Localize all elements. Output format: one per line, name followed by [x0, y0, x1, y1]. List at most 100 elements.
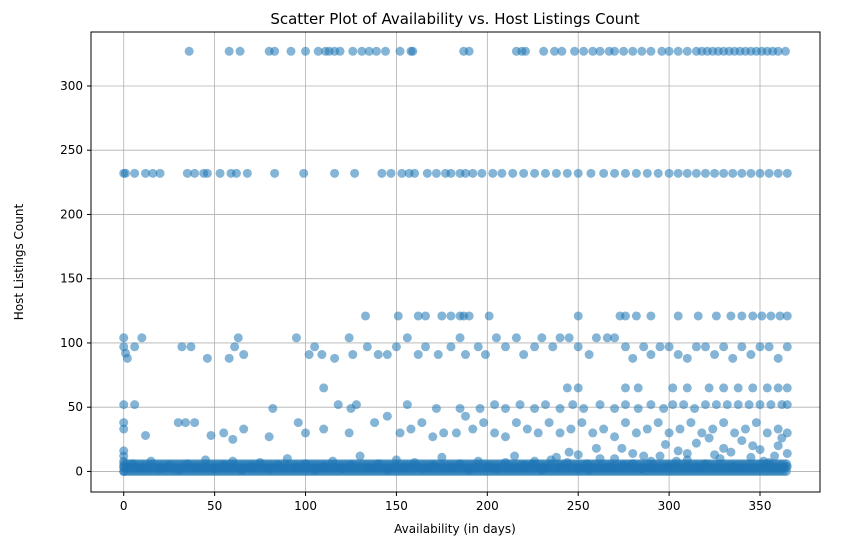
- plot-frame: [90, 31, 821, 493]
- data-point: [270, 46, 280, 56]
- data-point: [577, 418, 587, 428]
- data-point: [773, 424, 783, 434]
- data-point: [522, 424, 532, 434]
- data-point: [773, 46, 783, 56]
- data-point: [562, 383, 572, 393]
- data-point: [764, 342, 774, 352]
- data-point: [668, 383, 678, 393]
- data-point: [301, 459, 311, 469]
- data-point: [446, 463, 456, 473]
- data-point: [357, 46, 367, 56]
- data-point: [664, 342, 674, 352]
- data-point: [773, 168, 783, 178]
- data-point: [782, 311, 792, 321]
- data-point: [397, 168, 407, 178]
- data-point: [255, 457, 265, 467]
- data-point: [219, 428, 229, 438]
- grid-lines: [91, 32, 820, 492]
- data-point: [431, 403, 441, 413]
- data-point: [371, 46, 381, 56]
- data-point: [655, 342, 665, 352]
- data-point: [273, 460, 283, 470]
- data-point: [748, 311, 758, 321]
- y-tick-label: 250: [60, 143, 83, 157]
- data-point: [422, 168, 432, 178]
- data-point: [268, 403, 278, 413]
- data-point: [530, 456, 540, 466]
- data-point: [361, 311, 371, 321]
- data-point: [413, 350, 423, 360]
- data-point: [433, 350, 443, 360]
- data-point: [291, 463, 301, 473]
- data-point: [421, 342, 431, 352]
- data-point: [586, 168, 596, 178]
- data-point: [480, 350, 490, 360]
- data-point: [533, 428, 543, 438]
- data-point: [562, 457, 572, 467]
- data-point: [473, 456, 483, 466]
- data-point: [330, 353, 340, 363]
- data-point: [730, 428, 740, 438]
- data-point: [595, 454, 605, 464]
- y-tick-label: 150: [60, 272, 83, 286]
- data-point: [539, 46, 549, 56]
- x-tick-label: 250: [567, 499, 590, 513]
- data-point: [610, 168, 620, 178]
- data-point: [673, 46, 683, 56]
- data-point: [637, 46, 647, 56]
- data-point: [715, 454, 725, 464]
- x-tick-label: 300: [658, 499, 681, 513]
- data-point: [319, 383, 329, 393]
- data-point: [766, 311, 776, 321]
- data-point: [766, 400, 776, 410]
- data-point: [548, 342, 558, 352]
- x-axis-label: Availability (in days): [394, 522, 516, 536]
- data-point: [591, 443, 601, 453]
- data-point: [664, 46, 674, 56]
- data-point: [460, 168, 470, 178]
- data-point: [599, 424, 609, 434]
- data-point: [219, 460, 229, 470]
- data-point: [693, 311, 703, 321]
- data-point: [410, 457, 420, 467]
- data-point: [391, 342, 401, 352]
- data-point: [588, 46, 598, 56]
- data-point: [555, 403, 565, 413]
- data-point: [620, 311, 630, 321]
- data-point: [639, 451, 649, 461]
- data-point: [190, 168, 200, 178]
- data-point: [293, 418, 303, 428]
- data-point: [428, 460, 438, 470]
- data-point: [137, 333, 147, 343]
- data-point: [633, 403, 643, 413]
- data-point: [177, 342, 187, 352]
- data-point: [239, 350, 249, 360]
- data-point: [551, 452, 561, 462]
- data-point: [748, 441, 758, 451]
- data-point: [633, 383, 643, 393]
- data-point: [119, 333, 129, 343]
- data-point: [584, 465, 594, 475]
- data-point: [584, 350, 594, 360]
- data-point: [182, 168, 192, 178]
- data-point: [619, 460, 629, 470]
- data-point: [455, 333, 465, 343]
- data-point: [437, 452, 447, 462]
- data-point: [682, 448, 692, 458]
- data-point: [141, 168, 151, 178]
- data-point: [141, 430, 151, 440]
- data-point: [726, 447, 736, 457]
- data-point: [282, 454, 292, 464]
- data-point: [146, 456, 156, 466]
- data-point: [301, 428, 311, 438]
- data-point: [206, 430, 216, 440]
- data-point: [348, 46, 358, 56]
- data-point: [491, 464, 501, 474]
- data-point: [673, 168, 683, 178]
- data-point: [566, 424, 576, 434]
- data-point: [233, 333, 243, 343]
- x-tick-label: 200: [476, 499, 499, 513]
- data-point: [711, 311, 721, 321]
- data-point: [511, 333, 521, 343]
- data-point: [455, 459, 465, 469]
